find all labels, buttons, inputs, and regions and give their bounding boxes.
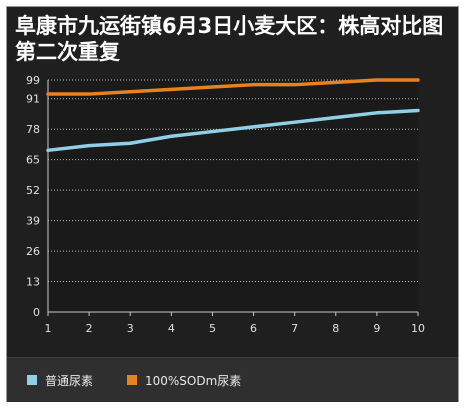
y-tick-label: 65: [26, 154, 40, 167]
x-tick-label: 2: [86, 322, 93, 335]
chart-frame: 阜康市九运街镇6月3日小麦大区：株高对比图第二次重复 0 13 26 39 52 65 78…: [6, 6, 459, 402]
legend: 普通尿素 100%SODm尿素: [7, 357, 458, 402]
y-tick-label: 26: [26, 245, 40, 258]
chart-title: 阜康市九运街镇6月3日小麦大区：株高对比图第二次重复: [15, 14, 444, 64]
y-tick-label: 91: [26, 93, 40, 106]
y-tick-label: 0: [33, 306, 40, 319]
y-tick-label: 78: [26, 123, 40, 136]
legend-swatch: [127, 375, 137, 385]
plot-area: [48, 80, 418, 312]
legend-label: 普通尿素: [45, 374, 94, 388]
y-tick-label: 52: [26, 184, 40, 197]
x-tick-label: 5: [209, 322, 216, 335]
x-tick-label: 1: [45, 322, 52, 335]
y-tick-label: 99: [26, 74, 40, 87]
series-line-1: [46, 108, 420, 153]
x-tick-label: 10: [411, 322, 425, 335]
x-tick-label: 6: [250, 322, 257, 335]
series-line-2: [46, 78, 420, 96]
x-tick-label: 8: [332, 322, 339, 335]
y-tick-label: 39: [26, 215, 40, 228]
x-tick-label: 3: [127, 322, 134, 335]
x-tick-label: 7: [291, 322, 298, 335]
x-tick-label: 9: [373, 322, 380, 335]
x-tick-label: 4: [168, 322, 175, 335]
y-tick-label: 13: [26, 276, 40, 289]
legend-label: 100%SODm尿素: [145, 374, 242, 388]
legend-swatch: [27, 375, 37, 385]
